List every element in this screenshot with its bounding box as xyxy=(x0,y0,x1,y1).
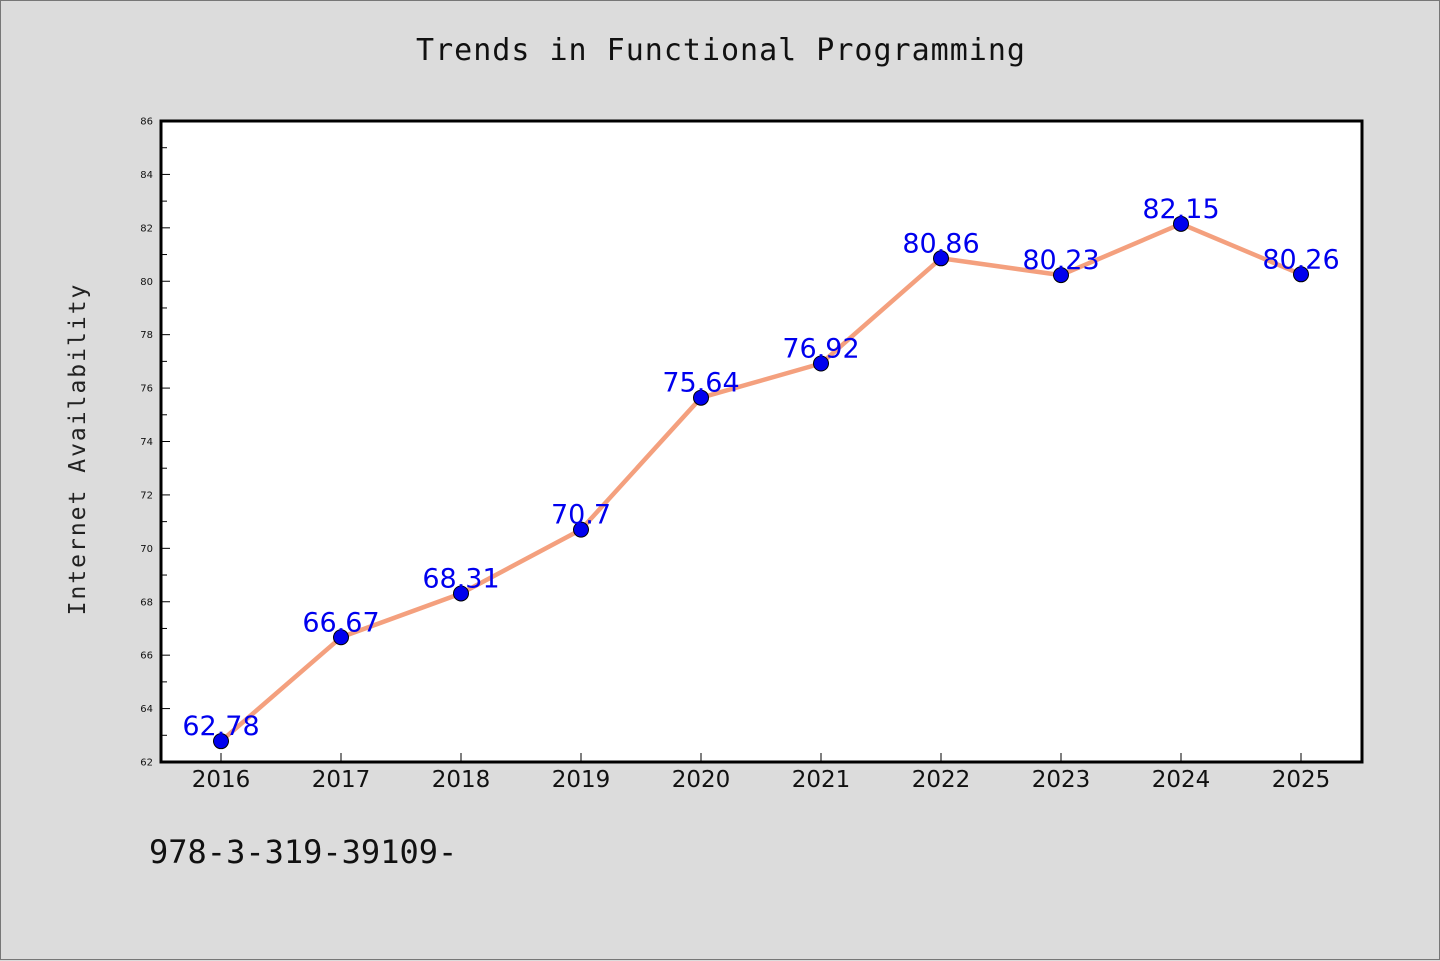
data-point xyxy=(813,355,829,372)
y-tick-label: 84 xyxy=(140,170,153,181)
y-tick-label: 72 xyxy=(140,490,153,501)
footnote-isbn: 978-3-319-39109- xyxy=(149,833,458,871)
y-tick-label: 82 xyxy=(140,223,153,234)
data-point xyxy=(213,733,229,750)
y-tick-label: 64 xyxy=(140,704,153,715)
y-tick-label: 76 xyxy=(140,384,153,395)
series-layer: 62.78 66.67 68.31 70.7 75.64 76.92 80.86 80.23 8… xyxy=(182,194,1340,750)
data-label: 70.7 xyxy=(551,500,611,531)
data-point xyxy=(453,585,469,602)
data-point xyxy=(333,629,349,646)
data-label: 80.23 xyxy=(1022,245,1099,276)
data-label: 66.67 xyxy=(302,607,379,638)
y-axis: 62 64 66 68 70 72 74 76 78 80 82 84 86 xyxy=(140,117,170,769)
y-tick-label: 70 xyxy=(140,544,153,555)
x-tick-label: 2017 xyxy=(312,767,371,793)
data-point xyxy=(933,250,949,267)
plot-area xyxy=(159,119,1364,764)
y-tick-label: 62 xyxy=(140,758,153,769)
data-label: 75.64 xyxy=(662,368,739,399)
y-tick-label: 86 xyxy=(140,117,153,128)
x-tick-label: 2016 xyxy=(192,767,251,793)
y-tick-label: 74 xyxy=(140,437,153,448)
data-point xyxy=(693,389,709,406)
x-tick-label: 2022 xyxy=(912,767,971,793)
data-label: 68.31 xyxy=(422,563,499,594)
data-point xyxy=(1173,215,1189,232)
data-label: 62.78 xyxy=(182,711,259,742)
data-label: 76.92 xyxy=(782,334,859,365)
data-label: 82.15 xyxy=(1142,194,1219,225)
x-tick-label: 2020 xyxy=(672,767,731,793)
data-label: 80.86 xyxy=(902,228,979,259)
x-axis: 2016 2017 2018 2019 2020 2021 2022 2023 2024 2025 xyxy=(192,753,1331,793)
x-tick-label: 2018 xyxy=(432,767,491,793)
data-point xyxy=(1293,266,1309,283)
data-point xyxy=(573,521,589,538)
data-point xyxy=(1053,267,1069,284)
x-tick-label: 2019 xyxy=(552,767,611,793)
y-tick-label: 80 xyxy=(140,277,153,288)
data-label: 80.26 xyxy=(1262,244,1339,275)
x-tick-label: 2024 xyxy=(1152,767,1211,793)
chart-title: Trends in Functional Programming xyxy=(416,33,1026,68)
x-tick-label: 2023 xyxy=(1032,767,1091,793)
y-tick-label: 66 xyxy=(140,651,153,662)
series-line xyxy=(218,221,1304,744)
x-tick-label: 2025 xyxy=(1272,767,1331,793)
y-tick-label: 78 xyxy=(140,330,153,341)
x-tick-label: 2021 xyxy=(792,767,851,793)
y-tick-label: 68 xyxy=(140,597,153,608)
